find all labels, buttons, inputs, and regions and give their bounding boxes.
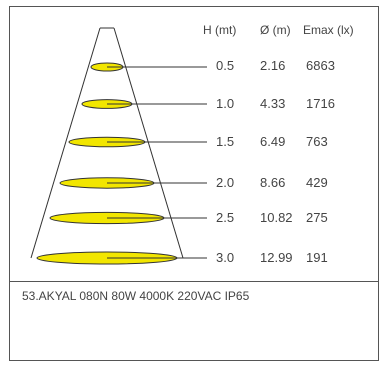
product-caption: 53.AKYAL 080N 80W 4000K 220VAC IP65: [22, 289, 250, 303]
height-value: 3.0: [216, 250, 235, 265]
diameter-value: 6.49: [260, 134, 286, 149]
emax-value: 429: [306, 175, 328, 190]
height-value: 2.5: [216, 210, 235, 225]
emax-value: 275: [306, 210, 328, 225]
cone-left-edge: [30, 27, 101, 259]
diameter-value: 10.82: [260, 210, 293, 225]
diameter-value: 4.33: [260, 96, 286, 111]
cone-right-edge: [113, 27, 184, 259]
diameter-value: 12.99: [260, 250, 293, 265]
height-value: 1.0: [216, 96, 235, 111]
emax-value: 763: [306, 134, 328, 149]
diameter-value: 2.16: [260, 58, 286, 73]
header-height: H (mt): [203, 23, 237, 37]
emax-value: 1716: [306, 96, 335, 111]
height-value: 2.0: [216, 175, 235, 190]
diameter-value: 8.66: [260, 175, 286, 190]
caption-divider: [9, 281, 379, 282]
height-value: 1.5: [216, 134, 235, 149]
header-diameter: Ø (m): [260, 23, 291, 37]
height-value: 0.5: [216, 58, 235, 73]
emax-value: 6863: [306, 58, 335, 73]
header-emax: Emax (lx): [303, 23, 354, 37]
emax-value: 191: [306, 250, 328, 265]
